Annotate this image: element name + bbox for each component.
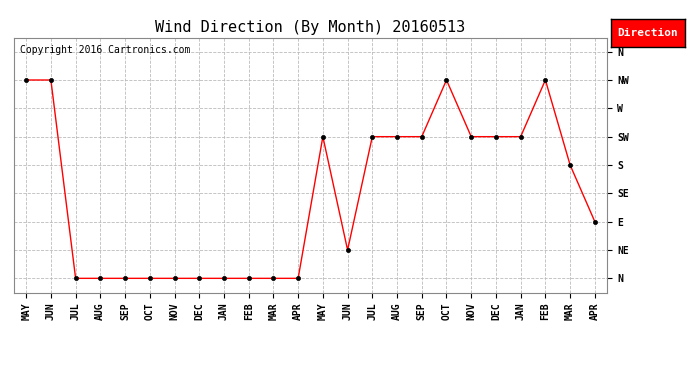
Text: Copyright 2016 Cartronics.com: Copyright 2016 Cartronics.com bbox=[20, 45, 190, 55]
Text: Direction: Direction bbox=[618, 28, 678, 38]
Title: Wind Direction (By Month) 20160513: Wind Direction (By Month) 20160513 bbox=[155, 20, 466, 35]
